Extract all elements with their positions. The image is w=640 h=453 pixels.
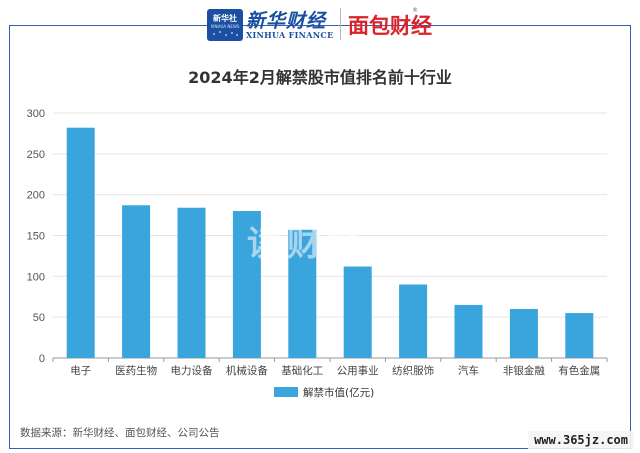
site-watermark: www.365jz.com [528,431,634,449]
xinhua-logo-en: XINHUA NEWS [210,24,240,29]
legend-swatch [274,387,298,397]
y-tick-label: 200 [27,190,45,202]
legend-label: 解禁市值(亿元) [303,387,375,399]
x-axis-ticks: 电子 医药生物 电力设备 机械设备 基础化工 公用事业 纺织服饰 汽车 非银金融 有色金属 [52,358,608,377]
y-tick-label: 150 [27,231,45,243]
chart-frame [9,25,631,449]
header: 新华社 XINHUA NEWS 新华财经 XINHUA FINANCE 面包财经… [0,0,640,48]
x-tick-label: 纺织服饰 [392,364,434,377]
chart-title: 2024年2月解禁股市值排名前十行业 [188,68,452,87]
y-tick-label: 300 [27,108,45,120]
y-tick-label: 100 [27,271,45,283]
bar[interactable] [288,229,317,358]
bar[interactable] [343,266,372,358]
watermark-text: 读财报 [247,224,367,264]
y-tick-label: 250 [27,149,45,161]
bar[interactable] [399,284,428,359]
x-tick-label: 医药生物 [115,364,157,377]
bar[interactable] [177,207,206,358]
bar[interactable] [232,211,261,358]
x-tick-label: 电子 [70,364,91,377]
xinhua-logo-dots-icon [213,31,238,36]
header-divider [340,8,341,40]
mianbao-finance-logo: 面包财经 [348,14,432,38]
bar[interactable] [565,313,594,358]
bar[interactable] [122,205,151,358]
bar[interactable] [454,304,483,358]
y-tick-label: 50 [33,312,45,324]
x-tick-label: 汽车 [458,364,479,377]
x-tick-label: 公用事业 [337,364,379,377]
xinhua-finance-logo-en: XINHUA FINANCE [246,30,334,40]
registered-mark: ® [412,7,418,14]
bar[interactable] [66,127,95,358]
x-tick-label: 有色金属 [558,364,600,377]
data-source-note: 数据来源：新华财经、面包财经、公司公告 [20,427,220,439]
xinhua-logo-cn: 新华社 [213,14,237,23]
xinhua-news-logo: 新华社 XINHUA NEWS [207,9,243,41]
x-tick-label: 非银金融 [503,364,545,377]
x-tick-label: 电力设备 [171,364,213,377]
y-axis-ticks: 0 50 100 150 200 250 300 [27,108,45,365]
y-tick-label: 0 [39,353,45,365]
bar[interactable] [509,309,538,358]
xinhua-finance-logo-cn: 新华财经 [246,10,327,32]
bars [66,127,594,359]
x-tick-label: 基础化工 [281,364,323,377]
x-tick-label: 机械设备 [226,364,268,377]
